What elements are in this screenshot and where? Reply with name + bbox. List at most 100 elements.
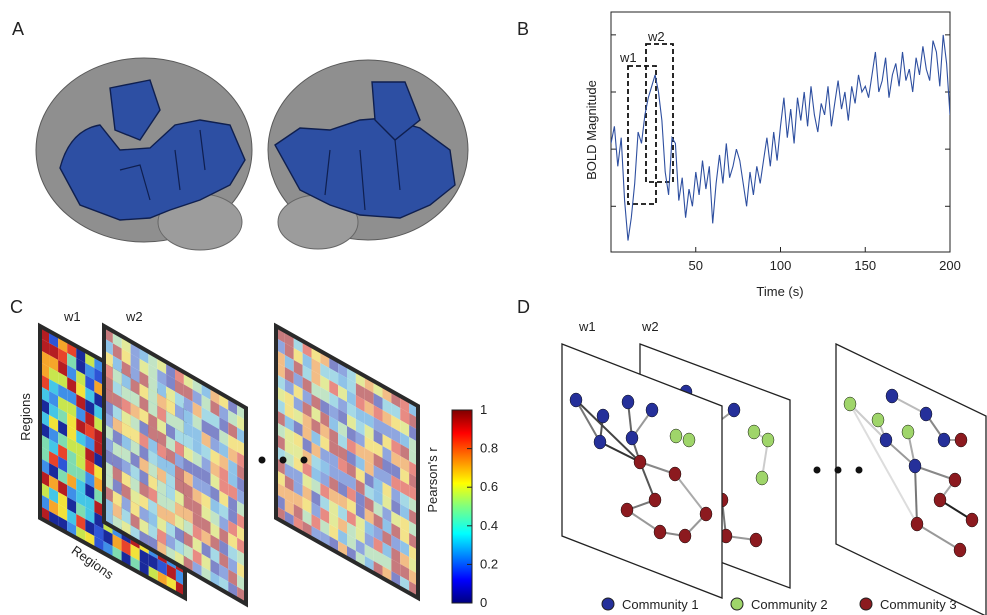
legend-label: Community 2: [751, 597, 828, 612]
matrix-cell: [49, 415, 59, 432]
matrix-cell: [210, 522, 220, 540]
matrix-cell: [364, 436, 374, 453]
matrix-cell: [112, 416, 122, 435]
matrix-cell: [237, 451, 246, 470]
matrix-cell: [210, 448, 220, 467]
matrix-cell: [293, 456, 303, 473]
network-edge: [914, 465, 918, 525]
matrix-cell: [201, 443, 211, 461]
matrix-cell: [276, 374, 285, 391]
matrix-cell: [40, 374, 50, 391]
matrix-cell: [49, 379, 59, 396]
matrix-cell: [148, 498, 158, 516]
network-node: [621, 394, 635, 410]
matrix-cell: [130, 378, 140, 396]
matrix-cell: [210, 399, 220, 418]
matrix-cell: [219, 564, 229, 582]
matrix-cell: [237, 476, 246, 494]
matrix-cell: [293, 360, 303, 377]
x-ticks: 50 100 150 200: [689, 247, 961, 273]
community-legend: Community 1 Community 2 Community 3: [601, 597, 957, 612]
matrix-cell: [112, 367, 122, 386]
matrix-cell: [183, 445, 193, 463]
matrix-cell: [201, 455, 211, 474]
matrix-cell: [219, 490, 229, 508]
matrix-cell: [293, 372, 303, 389]
matrix-cell: [104, 460, 113, 479]
window-w1: [627, 65, 657, 205]
matrix-cell: [166, 374, 175, 392]
matrix-cell: [228, 446, 238, 465]
matrix-cell: [157, 454, 167, 473]
matrix-cell: [104, 375, 113, 393]
matrix-cell: [391, 487, 401, 504]
matrix-cell: [338, 421, 347, 438]
matrix-cell: [293, 396, 303, 413]
matrix-cell: [409, 425, 418, 442]
matrix-cell: [329, 512, 339, 529]
matrix-cell: [85, 507, 95, 524]
matrix-cell: [382, 398, 392, 415]
matrix-cell: [228, 434, 238, 452]
matrix-cell: [347, 414, 356, 431]
brain-region-patch: [59, 119, 246, 221]
matrix-cell: [338, 493, 347, 510]
matrix-cell: [183, 506, 193, 525]
matrix-cell: [175, 526, 184, 544]
matrix-cell: [40, 410, 50, 427]
network-edge: [575, 399, 601, 443]
matrix-cell: [49, 475, 59, 492]
matrix-cell: [85, 411, 95, 428]
matrix-cell: [192, 524, 202, 542]
matrix-cell: [293, 444, 303, 461]
matrix-cell: [130, 439, 140, 457]
matrix-cell: [130, 414, 140, 433]
matrix-cell: [112, 534, 122, 551]
matrix-cell: [76, 454, 86, 471]
matrix-cell: [157, 467, 167, 485]
matrix-cell: [329, 368, 339, 385]
matrix-cell: [302, 497, 312, 514]
matrix-cell: [302, 425, 312, 442]
matrix-cell: [382, 482, 392, 499]
matrix-wn: [274, 322, 420, 602]
matrix-cell: [364, 388, 374, 405]
matrix-cell: [148, 510, 158, 529]
network-node: [954, 432, 968, 448]
matrix-cell: [409, 533, 418, 550]
matrix-cell: [391, 547, 401, 564]
colorbar: 0 0.2 0.4 0.6 0.8 1 Pearson's r: [425, 402, 498, 610]
matrix-cell: [391, 559, 401, 576]
matrix-cell: [347, 390, 356, 407]
matrix-cell: [355, 491, 365, 508]
matrix-cell: [121, 458, 131, 477]
matrix-cell: [219, 453, 229, 472]
matrix-cell: [49, 343, 59, 360]
matrix-cell: [130, 353, 140, 371]
matrix-cell: [201, 431, 211, 449]
matrix-cell: [373, 525, 383, 542]
matrix-cell: [228, 410, 238, 428]
bold-chart: 50 100 150 200 w1 w2 Time (s) BOLD Magnitud…: [584, 11, 961, 299]
matrix-cell: [228, 557, 238, 575]
matrix-cell: [58, 384, 68, 401]
matrix-cell: [76, 394, 86, 411]
matrix-cell: [355, 503, 365, 520]
matrix-cell: [373, 489, 383, 506]
matrix-cell: [40, 458, 50, 475]
matrix-cell: [329, 524, 339, 541]
matrix-cell: [112, 490, 122, 508]
network-node: [625, 430, 639, 446]
bold-series-line: [611, 34, 950, 241]
matrix-cell: [347, 474, 356, 491]
regions-label-vertical: Regions: [18, 393, 33, 441]
matrix-cell: [409, 545, 418, 562]
matrix-cell: [67, 473, 77, 490]
matrix-cell: [391, 535, 401, 552]
matrix-cell: [148, 486, 158, 504]
network-node: [648, 492, 662, 508]
panel-label-c: C: [10, 297, 23, 317]
matrix-cell: [347, 426, 356, 443]
matrix-cell: [103, 529, 113, 546]
matrix-cell: [157, 405, 167, 424]
